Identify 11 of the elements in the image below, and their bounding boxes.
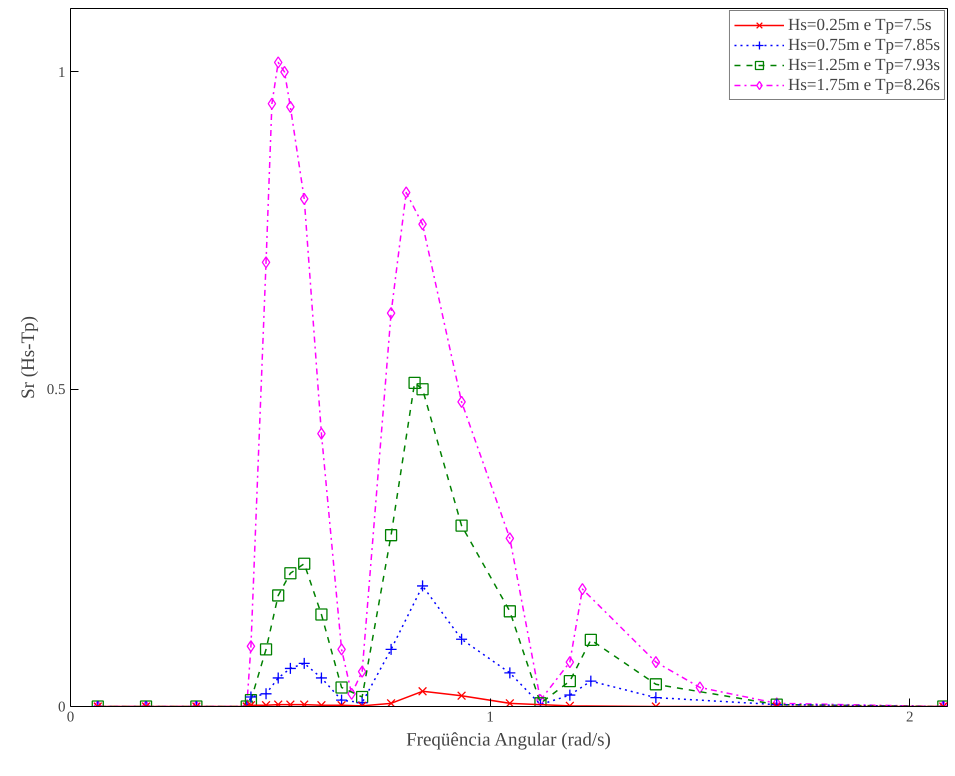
legend-label: Hs=1.25m e Tp=7.93s xyxy=(788,55,940,75)
y-axis-title: Sr (Hs-Tp) xyxy=(18,316,39,399)
x-tick-label: 2 xyxy=(906,710,914,726)
y-tick-label: 0.5 xyxy=(46,382,66,398)
legend-label: Hs=0.25m e Tp=7.5s xyxy=(788,15,932,35)
legend-label: Hs=1.75m e Tp=8.26s xyxy=(788,75,940,95)
x-axis-title: Freqüência Angular (rad/s) xyxy=(406,730,611,750)
x-tick-label: 1 xyxy=(486,710,494,726)
y-tick-label: 1 xyxy=(58,64,66,81)
y-tick-label: 0 xyxy=(58,700,66,716)
legend-label: Hs=0.75m e Tp=7.85s xyxy=(788,35,940,55)
